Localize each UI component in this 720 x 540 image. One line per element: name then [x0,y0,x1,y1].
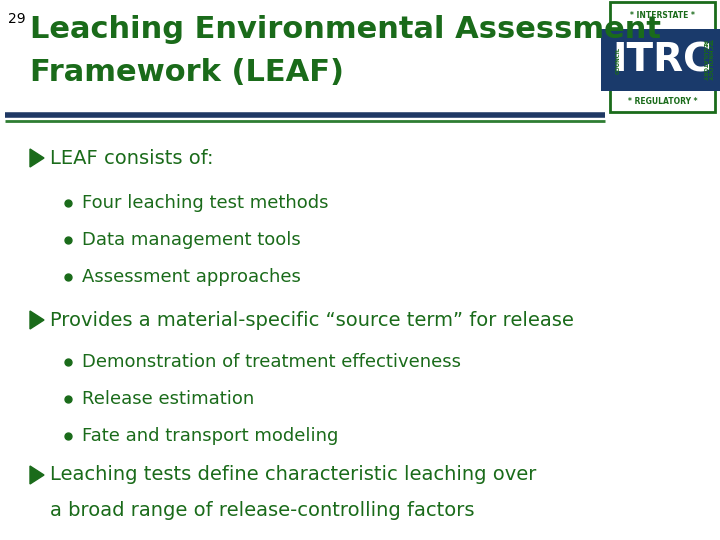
Polygon shape [30,466,44,484]
Text: Release estimation: Release estimation [82,390,254,408]
Polygon shape [30,149,44,167]
Polygon shape [30,311,44,329]
Text: Leaching Environmental Assessment: Leaching Environmental Assessment [30,15,661,44]
Text: Fate and transport modeling: Fate and transport modeling [82,427,338,445]
Text: * INTERSTATE *: * INTERSTATE * [630,11,695,21]
Text: ITRC: ITRC [613,41,712,79]
Text: Framework (LEAF): Framework (LEAF) [30,58,344,87]
FancyBboxPatch shape [610,2,715,112]
Text: Assessment approaches: Assessment approaches [82,268,301,286]
Text: COUNCIL: COUNCIL [616,46,621,73]
Text: a broad range of release-controlling factors: a broad range of release-controlling fac… [50,502,474,521]
Text: Data management tools: Data management tools [82,231,301,249]
Text: TECHNOLOGY
REGULATORY: TECHNOLOGY REGULATORY [701,39,712,81]
Text: Four leaching test methods: Four leaching test methods [82,194,328,212]
Text: LEAF consists of:: LEAF consists of: [50,148,214,167]
Text: 29: 29 [8,12,26,26]
Text: * REGULATORY *: * REGULATORY * [628,98,697,106]
Text: Leaching tests define characteristic leaching over: Leaching tests define characteristic lea… [50,465,536,484]
Text: Demonstration of treatment effectiveness: Demonstration of treatment effectiveness [82,353,461,371]
Text: Provides a material-specific “source term” for release: Provides a material-specific “source ter… [50,310,574,329]
